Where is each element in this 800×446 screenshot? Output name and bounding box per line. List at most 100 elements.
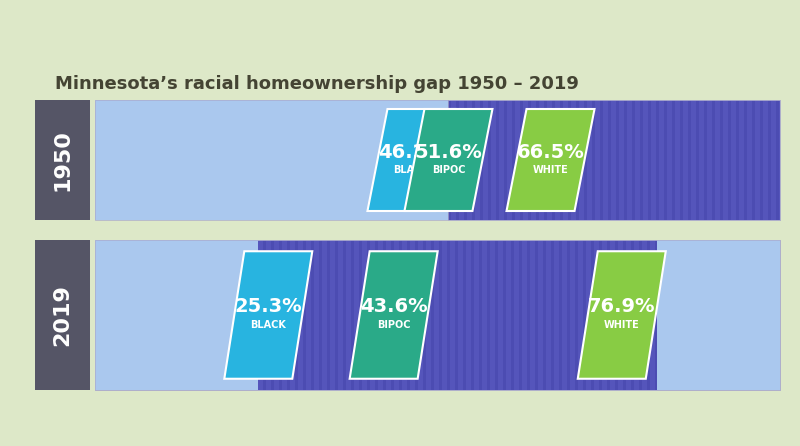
Bar [569, 100, 571, 220]
Bar [215, 240, 218, 390]
Bar [609, 100, 611, 220]
Bar [119, 240, 122, 390]
Bar [439, 240, 442, 390]
Bar [697, 100, 699, 220]
Text: 2019: 2019 [53, 284, 73, 346]
Bar [527, 240, 530, 390]
Bar [479, 240, 482, 390]
Bar [775, 240, 778, 390]
Bar [657, 240, 780, 390]
Bar [687, 240, 690, 390]
Bar [593, 100, 595, 220]
Bar [633, 100, 635, 220]
Bar [35, 100, 90, 220]
Bar [719, 240, 722, 390]
Bar [623, 240, 626, 390]
Bar [487, 240, 490, 390]
Bar [111, 240, 114, 390]
Bar [583, 240, 586, 390]
Text: BLACK: BLACK [394, 165, 430, 175]
Bar [407, 240, 410, 390]
Bar [759, 240, 762, 390]
Bar [695, 240, 698, 390]
Bar [375, 240, 378, 390]
Bar [521, 100, 523, 220]
Bar [601, 100, 603, 220]
Bar [343, 240, 346, 390]
Bar [135, 240, 138, 390]
Bar [95, 100, 780, 220]
Bar [671, 240, 674, 390]
Bar [95, 240, 98, 390]
Bar [689, 100, 691, 220]
Bar [551, 240, 554, 390]
Bar [271, 240, 274, 390]
Bar [537, 100, 539, 220]
Bar [95, 240, 258, 390]
Bar [255, 240, 258, 390]
Bar [463, 240, 466, 390]
Bar [743, 240, 746, 390]
Bar [617, 100, 619, 220]
Bar [95, 240, 780, 390]
Bar [705, 100, 707, 220]
Bar [713, 100, 715, 220]
Text: BIPOC: BIPOC [432, 165, 466, 175]
Bar [279, 240, 282, 390]
Polygon shape [224, 251, 312, 379]
Bar [673, 100, 675, 220]
Bar [471, 240, 474, 390]
Bar [447, 240, 450, 390]
Bar [529, 100, 531, 220]
Bar [753, 100, 755, 220]
Bar [199, 240, 202, 390]
Bar [559, 240, 562, 390]
Text: 46.2%: 46.2% [378, 143, 446, 161]
Bar [649, 100, 651, 220]
Bar [95, 100, 780, 220]
Bar [303, 240, 306, 390]
Bar [263, 240, 266, 390]
Text: 43.6%: 43.6% [360, 297, 427, 317]
Bar [703, 240, 706, 390]
Polygon shape [578, 251, 666, 379]
Text: WHITE: WHITE [604, 320, 640, 330]
Polygon shape [350, 251, 438, 379]
Bar [681, 100, 683, 220]
Bar [505, 100, 507, 220]
Bar [223, 240, 226, 390]
Bar [625, 100, 627, 220]
Bar [457, 100, 459, 220]
Bar [641, 100, 643, 220]
Bar [607, 240, 610, 390]
Bar [663, 240, 666, 390]
Bar [143, 240, 146, 390]
Text: Minnesota’s racial homeownership gap 1950 – 2019: Minnesota’s racial homeownership gap 195… [55, 75, 579, 93]
Bar [383, 240, 386, 390]
Bar [95, 240, 780, 390]
Bar [423, 240, 426, 390]
Bar [247, 240, 250, 390]
Bar [767, 240, 770, 390]
Bar [495, 240, 498, 390]
Bar [95, 240, 780, 390]
Bar [465, 100, 467, 220]
Bar [183, 240, 186, 390]
Bar [711, 240, 714, 390]
Bar [167, 240, 170, 390]
Text: 1950: 1950 [53, 129, 73, 191]
Bar [415, 240, 418, 390]
Bar [575, 240, 578, 390]
Bar [679, 240, 682, 390]
Bar [561, 100, 563, 220]
Bar [665, 100, 667, 220]
Bar [591, 240, 594, 390]
Bar [545, 100, 547, 220]
Bar [655, 240, 658, 390]
Text: BIPOC: BIPOC [377, 320, 410, 330]
Polygon shape [367, 109, 455, 211]
Text: 66.5%: 66.5% [517, 143, 585, 161]
Polygon shape [405, 109, 493, 211]
Bar [295, 240, 298, 390]
Bar [519, 240, 522, 390]
